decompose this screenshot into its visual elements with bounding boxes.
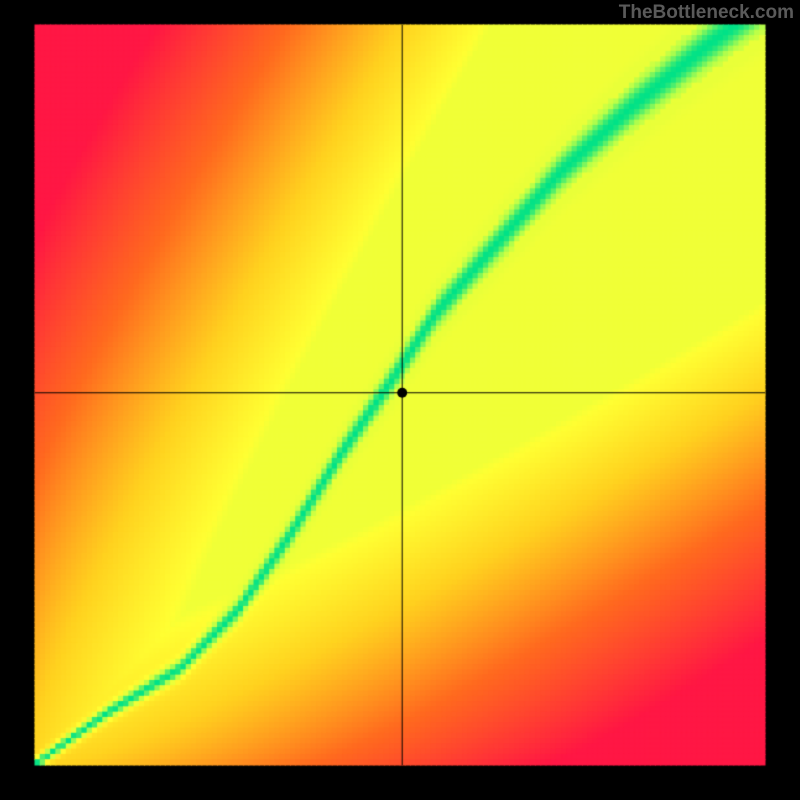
heatmap-canvas bbox=[0, 0, 800, 800]
bottleneck-chart-container: TheBottleneck.com bbox=[0, 0, 800, 800]
attribution-label: TheBottleneck.com bbox=[619, 2, 794, 24]
